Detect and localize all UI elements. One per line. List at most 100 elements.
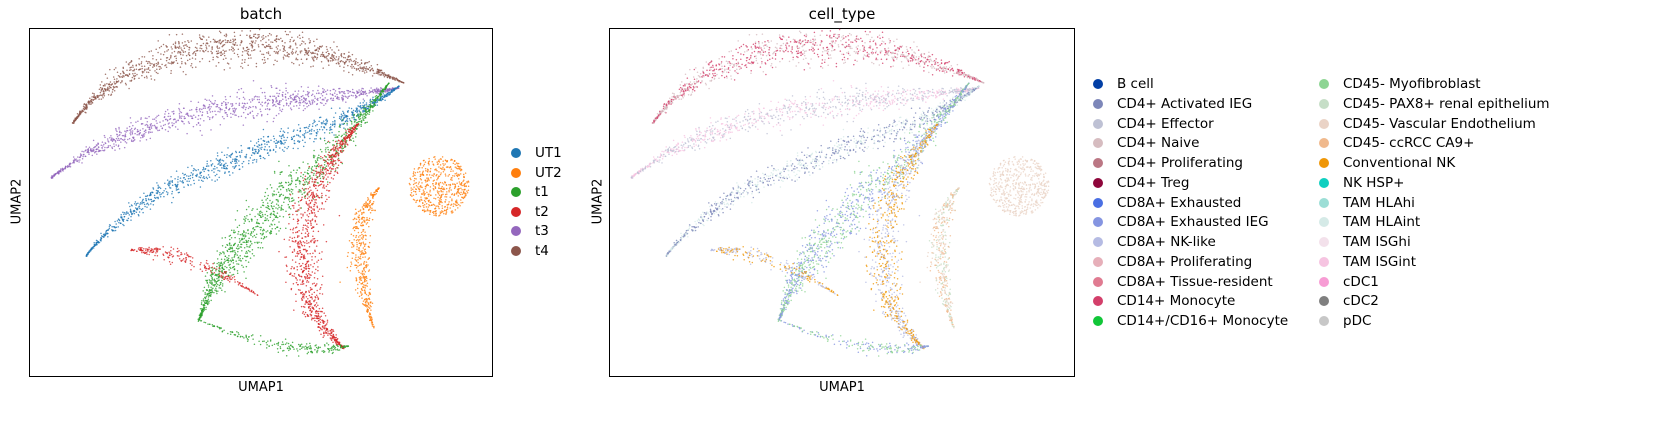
- scatter-point: [366, 61, 369, 64]
- scatter-point: [260, 103, 262, 105]
- scatter-point: [246, 34, 248, 36]
- scatter-point: [219, 264, 222, 267]
- scatter-point: [266, 214, 269, 217]
- scatter-point: [124, 82, 127, 85]
- scatter-point: [128, 69, 131, 72]
- scatter-point: [204, 168, 206, 170]
- scatter-point: [304, 303, 306, 305]
- scatter-point: [309, 40, 311, 42]
- scatter-point: [283, 150, 285, 152]
- scatter-point: [224, 39, 227, 41]
- scatter-point: [215, 65, 217, 67]
- scatter-point: [266, 45, 269, 47]
- scatter-point: [296, 266, 298, 268]
- scatter-point: [173, 55, 176, 58]
- scatter-point: [150, 203, 152, 205]
- scatter-point: [155, 58, 158, 61]
- scatter-point: [347, 92, 349, 94]
- scatter-point: [309, 276, 311, 279]
- scatter-point: [282, 98, 284, 101]
- scatter-point: [198, 176, 200, 178]
- scatter-point: [312, 154, 315, 157]
- scatter-point: [298, 179, 301, 182]
- scatter-point: [310, 209, 313, 212]
- scatter-point: [247, 162, 250, 165]
- scatter-point: [300, 243, 303, 246]
- scatter-point: [300, 95, 303, 98]
- scatter-point: [316, 38, 318, 41]
- scatter-point: [311, 191, 313, 194]
- scatter-point: [216, 152, 219, 154]
- scatter-point: [307, 104, 310, 107]
- scatter-point: [247, 57, 250, 59]
- scatter-point: [300, 253, 303, 256]
- scatter-point: [344, 95, 346, 98]
- scatter-point: [314, 249, 316, 252]
- scatter-point: [108, 85, 111, 88]
- scatter-point: [317, 163, 320, 165]
- scatter-point: [233, 49, 235, 51]
- scatter-point: [326, 181, 329, 183]
- scatter-point: [207, 115, 209, 118]
- scatter-point: [276, 48, 279, 50]
- scatter-point: [380, 73, 382, 76]
- scatter-point: [329, 126, 331, 129]
- scatter-point: [238, 102, 241, 104]
- scatter-point: [287, 104, 290, 107]
- scatter-point: [337, 164, 340, 167]
- scatter-point: [182, 182, 184, 184]
- scatter-point: [284, 93, 287, 95]
- scatter-point: [281, 142, 284, 145]
- scatter-point: [317, 85, 320, 87]
- scatter-point: [105, 232, 107, 235]
- scatter-point: [289, 236, 291, 239]
- scatter-point: [304, 49, 306, 51]
- scatter-point: [384, 91, 386, 93]
- scatter-point: [239, 156, 242, 158]
- scatter-point: [273, 117, 275, 120]
- scatter-point: [269, 54, 271, 57]
- scatter-point: [334, 119, 336, 122]
- scatter-point: [245, 155, 247, 157]
- scatter-point: [231, 160, 234, 163]
- scatter-point: [298, 64, 301, 66]
- scatter-point: [193, 179, 195, 182]
- scatter-point: [149, 128, 151, 131]
- scatter-point: [192, 52, 195, 54]
- scatter-point: [90, 149, 92, 151]
- scatter-point: [302, 227, 304, 229]
- scatter-point: [304, 241, 306, 244]
- scatter-point: [139, 140, 141, 142]
- scatter-point: [323, 139, 326, 142]
- scatter-point: [363, 66, 365, 69]
- scatter-point: [289, 228, 292, 231]
- scatter-point: [354, 119, 357, 121]
- scatter-point: [147, 66, 150, 69]
- scatter-point: [343, 52, 345, 55]
- scatter-point: [203, 170, 205, 173]
- scatter-point: [221, 151, 223, 154]
- scatter-point: [275, 207, 277, 209]
- scatter-point: [305, 276, 307, 279]
- scatter-point: [130, 68, 132, 71]
- scatter-point: [282, 44, 284, 47]
- scatter-point: [157, 184, 159, 187]
- scatter-point: [160, 58, 162, 60]
- scatter-point: [276, 142, 278, 144]
- scatter-point: [325, 171, 327, 173]
- scatter-point: [241, 51, 244, 53]
- scatter-point: [221, 45, 223, 48]
- scatter-point: [364, 107, 367, 110]
- scatter-point: [100, 144, 103, 147]
- scatter-point: [102, 235, 105, 238]
- scatter-point: [302, 179, 305, 182]
- scatter-point: [159, 121, 161, 123]
- scatter-point: [123, 146, 126, 149]
- scatter-point: [146, 194, 149, 197]
- scatter-point: [234, 219, 237, 221]
- scatter-point: [307, 270, 310, 273]
- scatter-point: [249, 106, 252, 109]
- scatter-point: [354, 94, 357, 97]
- scatter-point: [141, 208, 144, 210]
- scatter-point: [297, 53, 299, 56]
